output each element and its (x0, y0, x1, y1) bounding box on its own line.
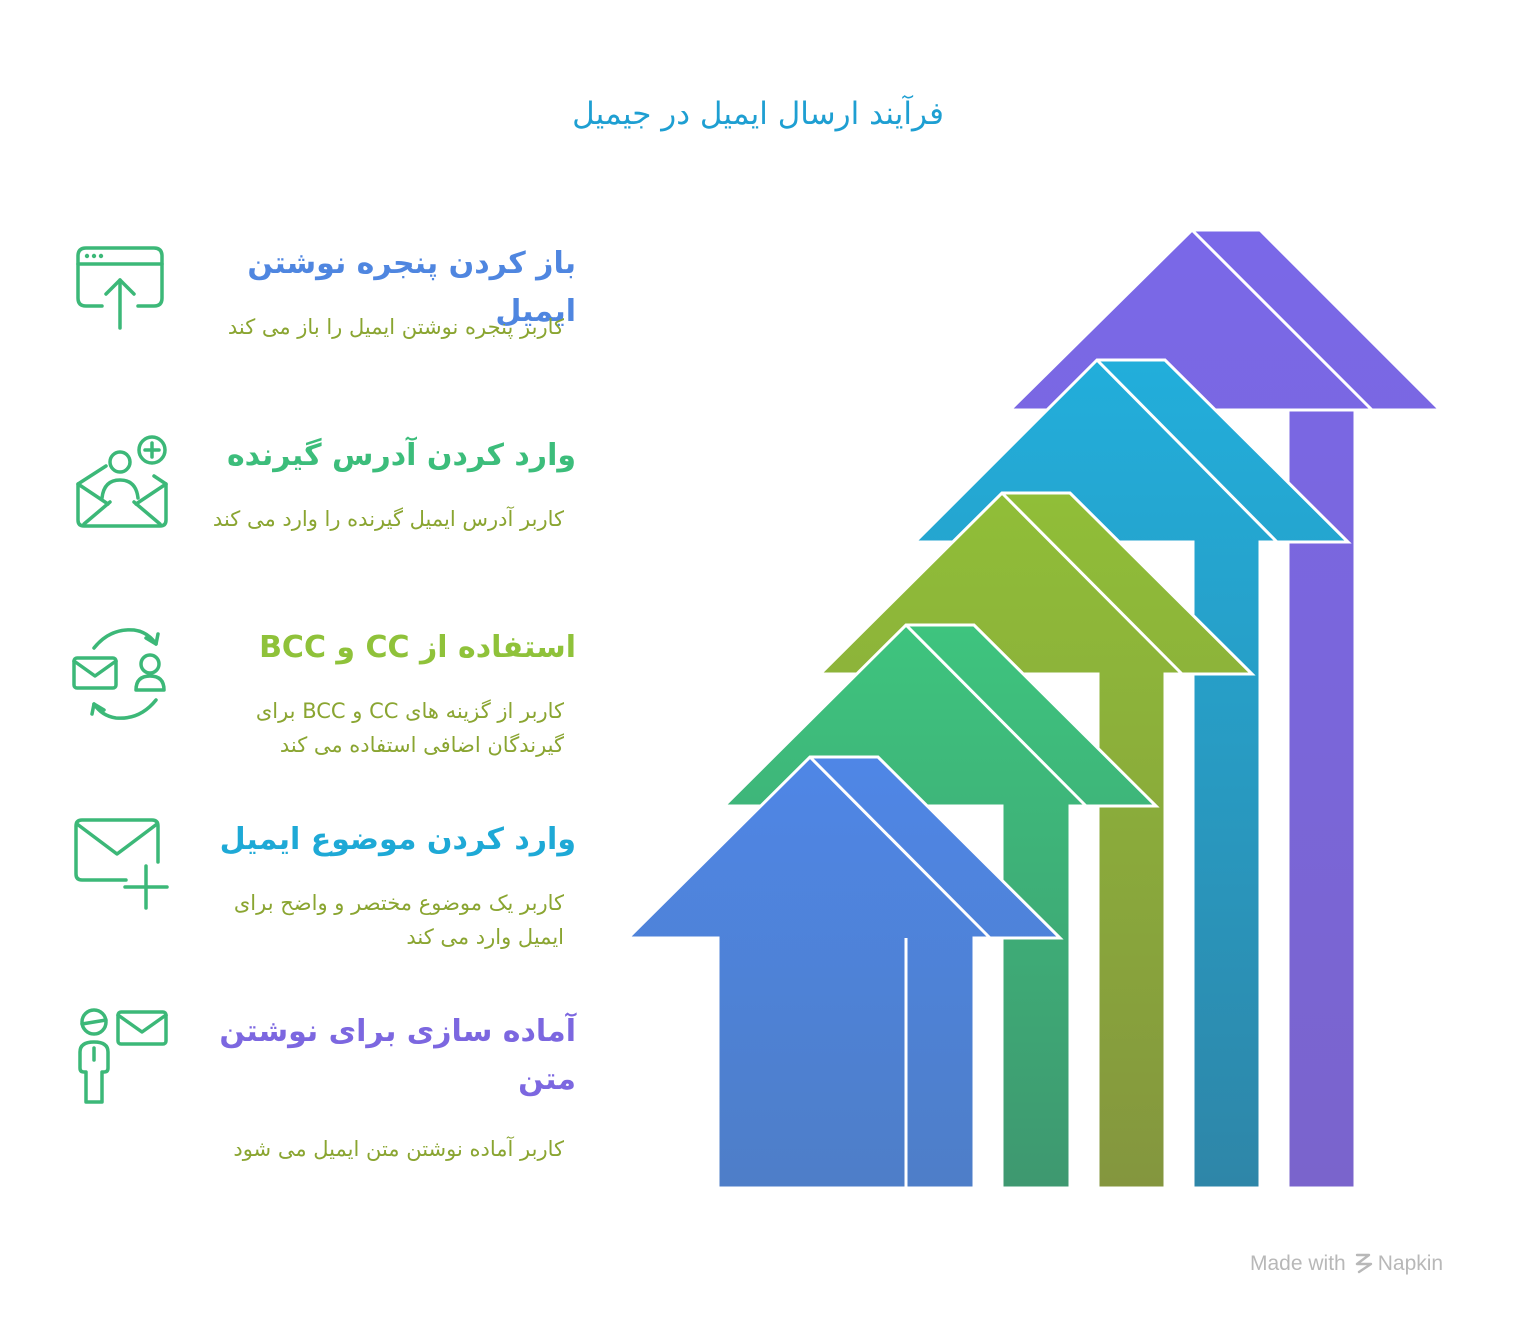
step-title: آماده سازی برای نوشتن متن (208, 1014, 576, 1097)
mail-user-cycle-icon (72, 628, 166, 720)
arrow-step-1 (624, 755, 1064, 1190)
browser-window-upload-icon (76, 246, 164, 330)
progress-arrows-diagram (624, 228, 1444, 1190)
step-description: کاربر یک موضوع مختصر و واضح برای ایمیل و… (233, 891, 564, 949)
step-description: کاربر از گزینه های CC و BCC برای گیرندگا… (255, 699, 564, 757)
watermark-brand: Napkin (1377, 1252, 1444, 1275)
step-description: کاربر آدرس ایمیل گیرنده را وارد می کند (212, 507, 564, 531)
person-envelope-icon (78, 1008, 168, 1104)
envelope-add-recipient-icon (76, 435, 168, 528)
step-title: استفاده از CC و BCC (259, 630, 576, 665)
step-description: کاربر پنجره نوشتن ایمیل را باز می کند (227, 315, 564, 339)
step-title: وارد کردن آدرس گیرنده (226, 438, 576, 473)
step-title: باز کردن پنجره نوشتن ایمیل (236, 246, 576, 329)
page-title: فرآیند ارسال ایمیل در جیمیل (572, 96, 944, 132)
step-description: کاربر آماده نوشتن متن ایمیل می شود (233, 1137, 564, 1161)
napkin-logo-icon (1355, 1253, 1372, 1274)
watermark-prefix: Made with (1250, 1252, 1346, 1275)
envelope-plus-icon (74, 818, 169, 910)
napkin-watermark[interactable]: Made with Napkin (1250, 1252, 1443, 1276)
step-title: وارد کردن موضوع ایمیل (219, 822, 576, 857)
